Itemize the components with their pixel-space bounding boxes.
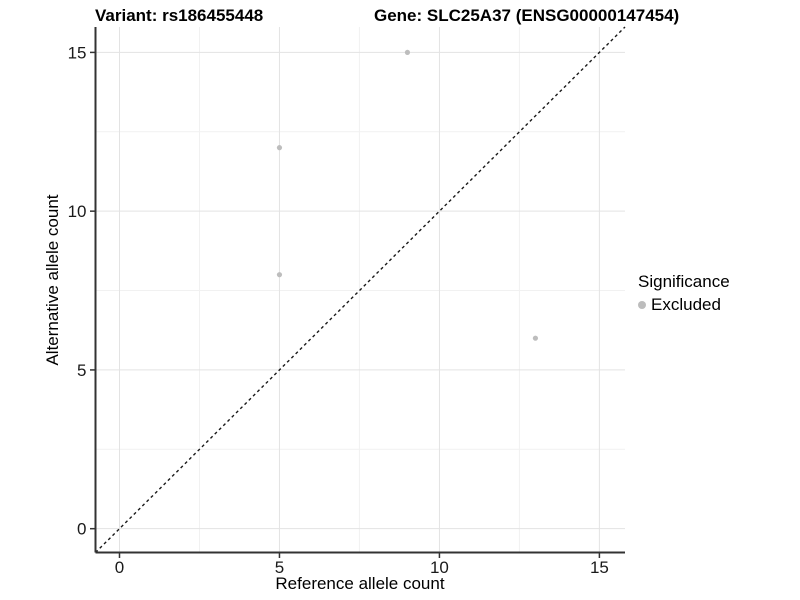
data-point xyxy=(276,145,283,151)
y-axis-title: Alternative allele count xyxy=(43,194,62,366)
y-tick-label: 0 xyxy=(77,520,86,539)
y-tick-label: 15 xyxy=(68,43,87,62)
x-tick-label: 5 xyxy=(275,558,284,577)
y-tick-label: 10 xyxy=(68,202,87,221)
data-point xyxy=(276,272,283,278)
x-tick-label: 15 xyxy=(590,558,609,577)
legend: Significance Excluded xyxy=(638,272,730,315)
x-axis-title: Reference allele count xyxy=(275,574,445,593)
legend-item: Excluded xyxy=(638,295,730,315)
y-tick-label: 5 xyxy=(77,361,86,380)
x-tick-label: 0 xyxy=(115,558,124,577)
plot-title-gene: Gene: SLC25A37 (ENSG00000147454) xyxy=(374,6,680,25)
x-tick-label: 10 xyxy=(430,558,449,577)
legend-item-label: Excluded xyxy=(651,295,721,314)
data-point xyxy=(532,335,539,341)
plot-title-variant: Variant: rs186455448 xyxy=(95,6,264,25)
data-point xyxy=(404,49,411,56)
legend-title: Significance xyxy=(638,272,730,291)
identity-line xyxy=(95,26,626,553)
legend-point-icon xyxy=(638,301,646,309)
